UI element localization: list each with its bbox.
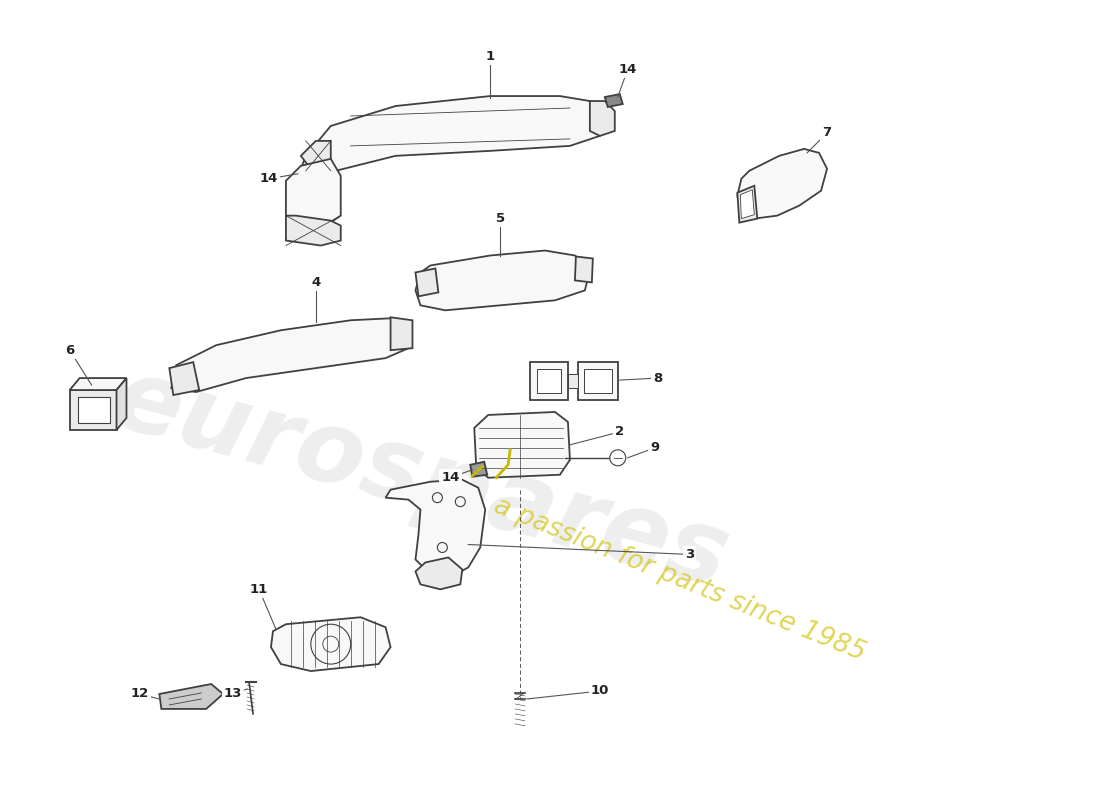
Polygon shape — [590, 101, 615, 136]
Text: 8: 8 — [653, 371, 662, 385]
Text: 14: 14 — [441, 471, 460, 484]
Polygon shape — [416, 558, 462, 590]
Polygon shape — [117, 378, 126, 430]
Polygon shape — [537, 369, 561, 393]
Polygon shape — [471, 462, 487, 477]
Text: a passion for parts since 1985: a passion for parts since 1985 — [490, 493, 869, 666]
Polygon shape — [69, 378, 126, 390]
Text: 11: 11 — [250, 583, 268, 596]
Text: 10: 10 — [591, 685, 609, 698]
Polygon shape — [169, 362, 199, 395]
Polygon shape — [474, 412, 570, 478]
Polygon shape — [605, 94, 623, 107]
Polygon shape — [740, 190, 755, 218]
Text: 14: 14 — [618, 62, 637, 76]
Text: 9: 9 — [650, 442, 659, 454]
Text: 5: 5 — [496, 212, 505, 225]
Text: eurospares: eurospares — [102, 351, 738, 609]
Polygon shape — [160, 684, 223, 709]
Polygon shape — [584, 369, 612, 393]
Polygon shape — [271, 618, 390, 671]
Text: 7: 7 — [823, 126, 832, 139]
Text: 4: 4 — [311, 276, 320, 289]
Text: 13: 13 — [224, 687, 242, 701]
Polygon shape — [286, 159, 341, 226]
Polygon shape — [390, 318, 412, 350]
Polygon shape — [416, 250, 590, 310]
Polygon shape — [69, 390, 117, 430]
Circle shape — [609, 450, 626, 466]
Text: 2: 2 — [615, 426, 625, 438]
Polygon shape — [416, 269, 439, 296]
Polygon shape — [568, 374, 578, 388]
Polygon shape — [286, 216, 341, 246]
Polygon shape — [78, 397, 110, 423]
Text: 3: 3 — [685, 548, 694, 561]
Polygon shape — [530, 362, 568, 400]
Polygon shape — [575, 257, 593, 282]
Polygon shape — [301, 169, 314, 178]
Polygon shape — [737, 186, 757, 222]
Polygon shape — [386, 480, 485, 578]
Polygon shape — [172, 318, 410, 392]
Polygon shape — [301, 141, 331, 176]
Polygon shape — [301, 96, 605, 176]
Text: 1: 1 — [485, 50, 495, 62]
Polygon shape — [737, 149, 827, 218]
Text: 6: 6 — [65, 344, 75, 357]
Polygon shape — [578, 362, 618, 400]
Text: 14: 14 — [260, 172, 278, 186]
Text: 12: 12 — [130, 687, 148, 701]
